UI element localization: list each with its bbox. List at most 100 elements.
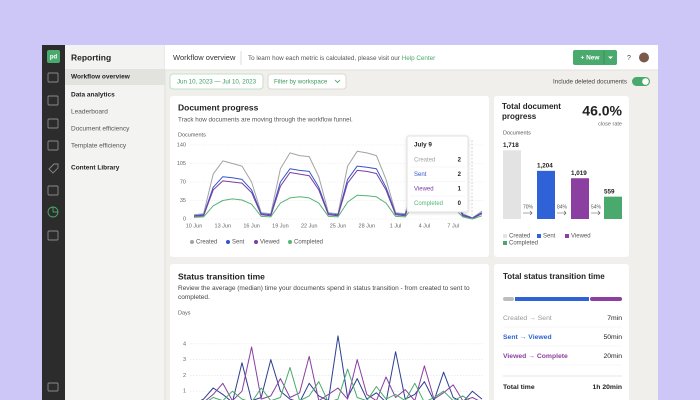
y-axis-label: Days bbox=[178, 310, 191, 316]
legend-swatch bbox=[190, 240, 194, 244]
time-bar-sent bbox=[515, 297, 589, 301]
time-bar-viewed bbox=[590, 297, 622, 301]
x-tick-label: 22 Jun bbox=[301, 223, 318, 229]
logo-text: pd bbox=[50, 55, 58, 61]
total-value: 1h 20min bbox=[593, 384, 622, 391]
nav-item[interactable]: Workflow overview bbox=[71, 74, 131, 81]
nav-list: Workflow overview Data analytics Leaderboa… bbox=[71, 74, 131, 172]
help-icon[interactable]: ? bbox=[627, 55, 631, 62]
avatar[interactable] bbox=[639, 52, 649, 63]
tooltip-value: 2 bbox=[458, 158, 462, 164]
icon-grid[interactable] bbox=[47, 72, 59, 83]
y-tick-label: 0 bbox=[183, 216, 186, 222]
help-link[interactable]: Help Center bbox=[402, 55, 436, 62]
y-axis-label: Documents bbox=[178, 132, 206, 138]
icon-inbox[interactable] bbox=[47, 382, 59, 392]
total-progress-chart: 1,718 1,204 1,019 559 70% 84% 54% Created Sent Vi… bbox=[503, 142, 622, 247]
x-tick-label: 4 Jul bbox=[419, 223, 431, 229]
nav-item[interactable]: Document efficiency bbox=[71, 126, 130, 133]
nav-item[interactable]: Data analytics bbox=[71, 92, 115, 99]
rail-icons bbox=[47, 72, 59, 392]
icon-tag[interactable] bbox=[48, 163, 59, 174]
y-tick-label: 1 bbox=[183, 389, 186, 395]
card-title: Total document progress bbox=[502, 102, 561, 121]
tooltip: July 9 Created 2 Sent 2 Viewed 1 Completed 0 bbox=[406, 135, 469, 213]
legend-label: Sent bbox=[543, 234, 556, 240]
y-tick-label: 35 bbox=[180, 198, 186, 204]
card-title: Document progress bbox=[178, 102, 259, 112]
bar bbox=[571, 178, 589, 219]
x-tick-label: 10 Jun bbox=[186, 223, 203, 229]
nav-item[interactable]: Leaderboard bbox=[71, 109, 108, 116]
conversion-arrow bbox=[557, 210, 567, 216]
legend-label: Completed bbox=[294, 240, 323, 246]
icon-contacts[interactable] bbox=[47, 185, 59, 196]
transition-label: Sent → Viewed bbox=[503, 334, 552, 341]
legend-swatch bbox=[537, 234, 541, 238]
icon-templates[interactable] bbox=[47, 140, 59, 151]
new-caret[interactable] bbox=[608, 56, 613, 60]
tooltip-name: Viewed bbox=[414, 187, 434, 193]
transition-label: Created → Sent bbox=[503, 315, 552, 322]
legend-swatch bbox=[288, 240, 292, 244]
x-tick-label: 7 Jul bbox=[447, 223, 459, 229]
icon-book[interactable] bbox=[47, 118, 59, 129]
card-total-progress bbox=[494, 96, 629, 257]
icon-docs[interactable] bbox=[47, 95, 59, 106]
x-tick-label: 19 Jun bbox=[272, 223, 289, 229]
card-subtitle-box: Review the average (median) time your do… bbox=[178, 285, 470, 301]
legend-swatch bbox=[226, 240, 230, 244]
transition-value: 20min bbox=[603, 353, 622, 360]
series-line bbox=[200, 335, 483, 400]
y-tick-label: 3 bbox=[183, 357, 186, 363]
icon-rail bbox=[42, 45, 65, 400]
workspace-filter-label: Filter by workspace bbox=[274, 79, 328, 86]
series-line bbox=[208, 367, 470, 400]
bar-value-label: 1,204 bbox=[537, 163, 553, 170]
conversion-rate: 70% bbox=[523, 204, 534, 210]
workspace-filter[interactable] bbox=[267, 73, 347, 90]
date-filter[interactable] bbox=[169, 73, 264, 90]
close-rate-label: close rate bbox=[598, 121, 622, 127]
conversion-arrow bbox=[591, 210, 601, 216]
card-subtitle: Track how documents are moving through t… bbox=[178, 117, 353, 124]
card-title-box: Total document progress bbox=[502, 102, 561, 121]
nav-item[interactable]: Template efficiency bbox=[71, 143, 127, 150]
page-title: Workflow overview bbox=[173, 53, 236, 62]
tooltip-value: 2 bbox=[458, 172, 462, 178]
legend-label: Viewed bbox=[571, 234, 591, 240]
bar-value-label: 1,718 bbox=[503, 142, 519, 149]
toggle-label: Include deleted documents bbox=[553, 79, 627, 86]
bar bbox=[503, 150, 521, 219]
nav-panel bbox=[65, 45, 165, 400]
total-label: Total time bbox=[503, 384, 535, 391]
new-button[interactable] bbox=[573, 50, 617, 65]
transition-rows: Created → Sent 7min Sent → Viewed 50min View… bbox=[503, 315, 622, 366]
y-tick-label: 105 bbox=[177, 161, 186, 167]
nav-title: Reporting bbox=[71, 52, 111, 62]
nav-item[interactable]: Content Library bbox=[71, 165, 120, 172]
transition-value: 50min bbox=[603, 334, 622, 341]
y-tick-label: 2 bbox=[183, 373, 186, 379]
y-tick-label: 140 bbox=[177, 142, 186, 148]
x-tick-label: 25 Jun bbox=[330, 223, 347, 229]
card-title: Total status transition time bbox=[503, 272, 605, 281]
logo[interactable] bbox=[47, 50, 60, 63]
legend-swatch bbox=[503, 241, 507, 245]
date-filter-label: Jun 10, 2023 — Jul 10, 2023 bbox=[177, 79, 257, 86]
conversion-arrow bbox=[523, 210, 533, 216]
tooltip-value: 1 bbox=[458, 187, 462, 193]
y-axis-label: Documents bbox=[503, 130, 531, 136]
tooltip-box bbox=[406, 135, 469, 213]
bar bbox=[604, 196, 622, 219]
conversion-rate: 84% bbox=[557, 204, 568, 210]
legend-swatch bbox=[503, 234, 507, 238]
series-line bbox=[205, 346, 479, 400]
x-tick-label: 1 Jul bbox=[390, 223, 402, 229]
status-time-chart: 1 2 3 4 bbox=[183, 335, 484, 400]
icon-calendar[interactable] bbox=[47, 230, 59, 241]
